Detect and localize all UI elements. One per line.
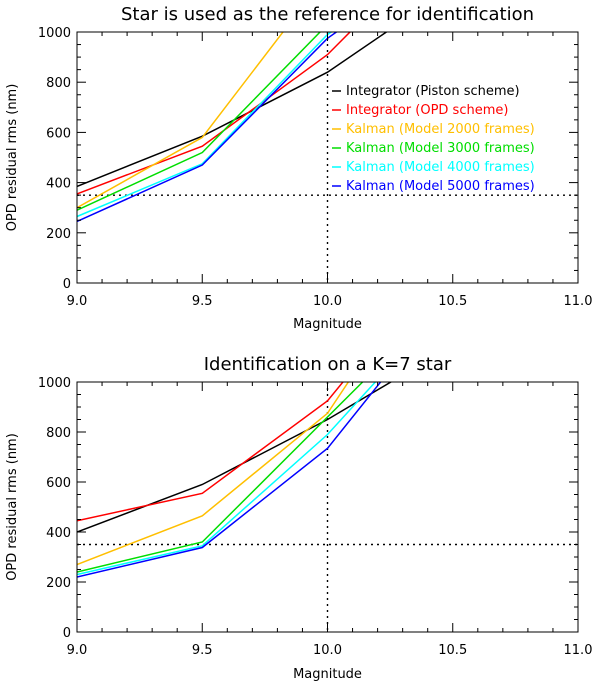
legend-entry-3: Kalman (Model 2000 frames) (346, 122, 535, 137)
x-axis-label: Magnitude (293, 317, 362, 332)
x-tick-label: 10.5 (438, 294, 467, 309)
y-axis-label: OPD residual rms (nm) (5, 84, 20, 232)
series-line-2 (77, 382, 344, 522)
x-tick-label: 11.0 (564, 643, 593, 658)
y-axis-label: OPD residual rms (nm) (5, 433, 20, 581)
x-tick-label: 9.0 (67, 294, 88, 309)
y-tick-label: 800 (46, 76, 71, 91)
y-tick-label: 600 (46, 126, 71, 141)
series-line-5 (77, 382, 377, 576)
y-tick-label: 200 (46, 227, 71, 242)
y-tick-label: 200 (46, 576, 71, 591)
y-tick-label: 400 (46, 177, 71, 192)
y-tick-label: 0 (63, 277, 71, 292)
x-tick-label: 10.0 (313, 643, 342, 658)
x-tick-label: 9.0 (67, 643, 88, 658)
legend-entry-5: Kalman (Model 4000 frames) (346, 160, 535, 175)
legend: Integrator (Piston scheme) Integrator (OP… (332, 84, 535, 194)
legend-entry-4: Kalman (Model 3000 frames) (346, 141, 535, 156)
series-line-1 (77, 382, 393, 533)
series-line-5 (77, 32, 333, 218)
x-tick-label: 9.5 (192, 643, 213, 658)
y-tick-label: 800 (46, 426, 71, 441)
y-tick-label: 400 (46, 526, 71, 541)
y-tick-label: 0 (63, 626, 71, 641)
y-tick-label: 1000 (38, 26, 71, 41)
series-line-1 (77, 32, 388, 188)
y-tick-label: 600 (46, 476, 71, 491)
chart-title: Star is used as the reference for identi… (121, 4, 534, 25)
series-line-3 (77, 32, 284, 209)
series-line-2 (77, 32, 352, 195)
y-tick-label: 1000 (38, 376, 71, 391)
chart-2: Identification on a K=7 star 9.0 9.5 10.0 10… (5, 354, 592, 682)
series-line-3 (77, 382, 350, 566)
x-tick-label: 9.5 (192, 294, 213, 309)
series-group (77, 32, 388, 223)
series-group (77, 382, 393, 578)
legend-entry-1: Integrator (Piston scheme) (346, 84, 520, 99)
x-tick-label: 10.5 (438, 643, 467, 658)
series-line-4 (77, 382, 364, 573)
legend-entry-2: Integrator (OPD scheme) (346, 103, 508, 118)
x-axis-label: Magnitude (293, 667, 362, 682)
chart-title: Identification on a K=7 star (204, 354, 452, 375)
legend-entry-6: Kalman (Model 5000 frames) (346, 179, 535, 194)
series-line-6 (77, 382, 382, 578)
series-line-6 (77, 32, 338, 223)
x-tick-label: 10.0 (313, 294, 342, 309)
x-tick-label: 11.0 (564, 294, 593, 309)
series-line-4 (77, 32, 322, 211)
chart-1: Star is used as the reference for identi… (5, 4, 592, 332)
